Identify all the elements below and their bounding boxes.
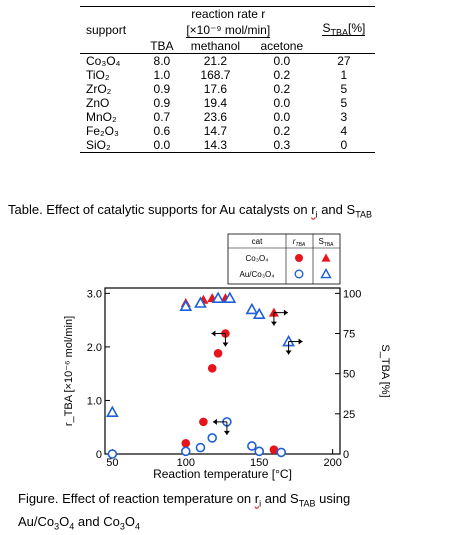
y-right-tick-label: 50 bbox=[343, 369, 355, 381]
data-point-co3o4-rate bbox=[199, 417, 208, 427]
legend-marker-co3o4-selectivity bbox=[321, 253, 331, 262]
data-point-aucoo-rate bbox=[180, 446, 191, 457]
y-left-tick-label: 3.0 bbox=[87, 288, 102, 300]
axis-pointer-arrowhead bbox=[285, 350, 292, 355]
legend-box bbox=[227, 233, 341, 285]
legend-header-selectivity: STBA bbox=[318, 237, 334, 248]
methanol-subheader: methanol bbox=[180, 39, 251, 55]
y-right-tick-label: 25 bbox=[343, 409, 355, 421]
data-point-aucoo-rate bbox=[247, 441, 257, 451]
data-point-co3o4-rate bbox=[213, 349, 223, 358]
x-tick-label: 100 bbox=[177, 457, 195, 469]
acetone-subheader: acetone bbox=[250, 39, 313, 55]
x-axis-label: Reaction temperature [°C] bbox=[153, 467, 292, 481]
support-effect-table: reaction rate r support [×10⁻⁹ mol/min] … bbox=[80, 6, 375, 154]
data-point-aucoo-selectivity bbox=[179, 299, 193, 312]
stba-header: STBA[%] bbox=[322, 21, 366, 38]
legend-row-aucoo: Au/Co₃O₄ bbox=[240, 270, 275, 279]
table-row: TiO₂ 1.0 168.7 0.2 1 bbox=[86, 68, 348, 83]
data-point-co3o4-rate bbox=[207, 364, 217, 373]
data-point-co3o4-rate bbox=[181, 438, 191, 448]
data-point-aucoo-rate bbox=[107, 449, 118, 459]
table-row: ZnO 0.9 19.4 0.0 5 bbox=[86, 96, 348, 111]
axis-pointer-arrowhead bbox=[211, 330, 216, 337]
y-right-tick-label: 100 bbox=[343, 288, 361, 300]
y-left-tick-label: 1.0 bbox=[87, 395, 102, 407]
axis-pointer-arrowhead bbox=[212, 418, 217, 425]
axis-pointer-arrowhead bbox=[223, 430, 230, 435]
rate-header-line2: [×10⁻⁹ mol/min] bbox=[186, 23, 271, 39]
table-caption: Table. Effect of catalytic supports for … bbox=[8, 202, 373, 220]
table-row: ZrO₂ 0.9 17.6 0.2 5 bbox=[86, 82, 348, 97]
table-row: Fe₂O₃ 0.6 14.7 0.2 4 bbox=[86, 124, 348, 139]
data-point-co3o4-rate bbox=[269, 445, 279, 455]
axis-pointer-arrowhead bbox=[270, 321, 277, 326]
x-tick-label: 50 bbox=[106, 457, 118, 469]
data-point-aucoo-selectivity bbox=[223, 291, 237, 303]
data-point-aucoo-selectivity bbox=[245, 302, 259, 315]
rate-header-line1: reaction rate r bbox=[143, 6, 313, 21]
data-point-aucoo-rate bbox=[276, 447, 287, 458]
scatter-chart: 50 100 150 20001.02.03.00255075100Reaction … bbox=[63, 233, 391, 481]
data-point-aucoo-rate bbox=[207, 433, 218, 443]
y-right-tick-label: 75 bbox=[343, 329, 355, 341]
data-point-aucoo-selectivity bbox=[211, 291, 225, 303]
data-point-aucoo-selectivity bbox=[252, 307, 266, 320]
data-point-aucoo-rate bbox=[254, 446, 265, 457]
data-point-aucoo-rate bbox=[195, 442, 206, 453]
temperature-figure: 50 100 150 200 0 1.0 2.0 3.0 0 25 50 75 100 Reaction … bbox=[60, 232, 391, 482]
data-point-co3o4-selectivity bbox=[268, 307, 279, 317]
data-point-aucoo-selectivity bbox=[194, 296, 207, 308]
y-left-axis-label: r_TBA [×10⁻⁶ mol/min] bbox=[63, 316, 75, 426]
axis-pointer-arrowhead bbox=[283, 309, 288, 316]
y-right-tick-label: 0 bbox=[343, 449, 349, 461]
x-tick-label: 200 bbox=[323, 457, 341, 469]
data-point-aucoo-selectivity bbox=[105, 405, 119, 418]
legend-marker-aucoo-rate bbox=[294, 269, 304, 279]
tba-subheader: TBA bbox=[143, 39, 180, 55]
table-row: Co₃O₄ 8.0 21.2 0.0 27 bbox=[86, 54, 351, 69]
y-left-tick-label: 2.0 bbox=[87, 342, 102, 354]
axis-pointer-arrowhead bbox=[298, 338, 303, 345]
legend-marker-co3o4-rate bbox=[295, 254, 303, 262]
legend-row-co3o4: Co₃O₄ bbox=[246, 254, 269, 263]
table-row: MnO₂ 0.7 23.6 0.0 3 bbox=[86, 110, 348, 125]
figure-caption: Figure. Effect of reaction temperature o… bbox=[18, 491, 351, 532]
legend-marker-aucoo-selectivity bbox=[320, 268, 332, 279]
support-header: support bbox=[86, 23, 127, 38]
axis-pointer-arrowhead bbox=[222, 342, 229, 347]
y-left-tick-label: 0 bbox=[96, 449, 102, 461]
x-tick-label: 150 bbox=[250, 457, 268, 469]
y-right-axis-label: S_TBA [%] bbox=[379, 344, 390, 397]
table-row: SiO₂ 0.0 14.3 0.3 0 bbox=[80, 138, 375, 154]
legend-header-rate: rTBA bbox=[293, 237, 306, 248]
legend-header-cat: cat bbox=[252, 237, 263, 246]
plot-frame bbox=[104, 287, 341, 455]
